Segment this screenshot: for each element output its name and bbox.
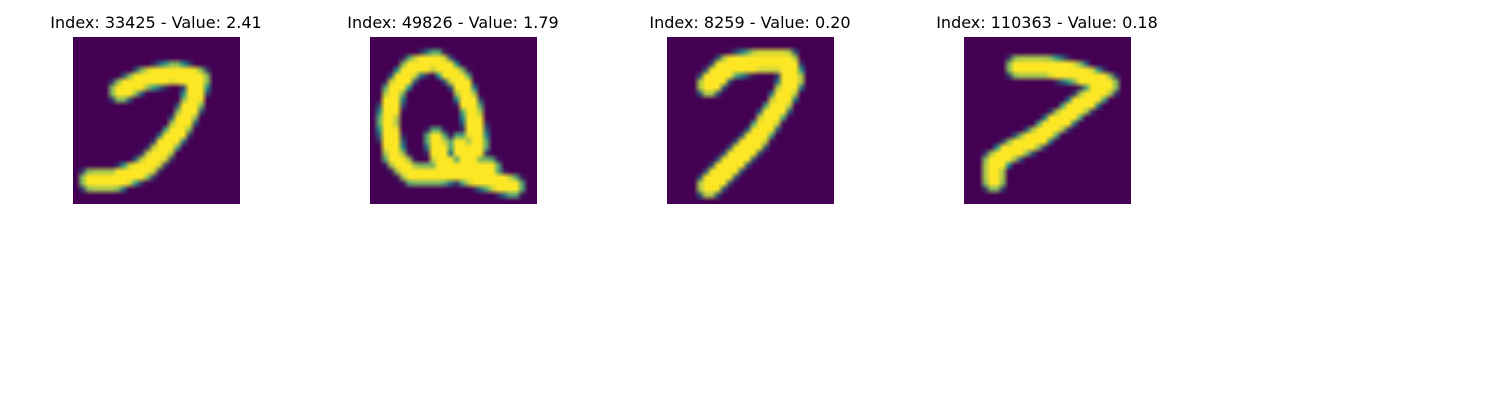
panel-title-1: Index: 33425 - Value: 2.41 bbox=[50, 13, 262, 32]
digit-image-3 bbox=[667, 37, 834, 204]
digit-image-1 bbox=[73, 37, 240, 204]
panel-title-3: Index: 8259 - Value: 0.20 bbox=[649, 13, 851, 32]
panel-title-4: Index: 110363 - Value: 0.18 bbox=[936, 13, 1158, 32]
panel-title-2: Index: 49826 - Value: 1.79 bbox=[347, 13, 559, 32]
digit-image-2 bbox=[370, 37, 537, 204]
digit-image-4 bbox=[964, 37, 1131, 204]
